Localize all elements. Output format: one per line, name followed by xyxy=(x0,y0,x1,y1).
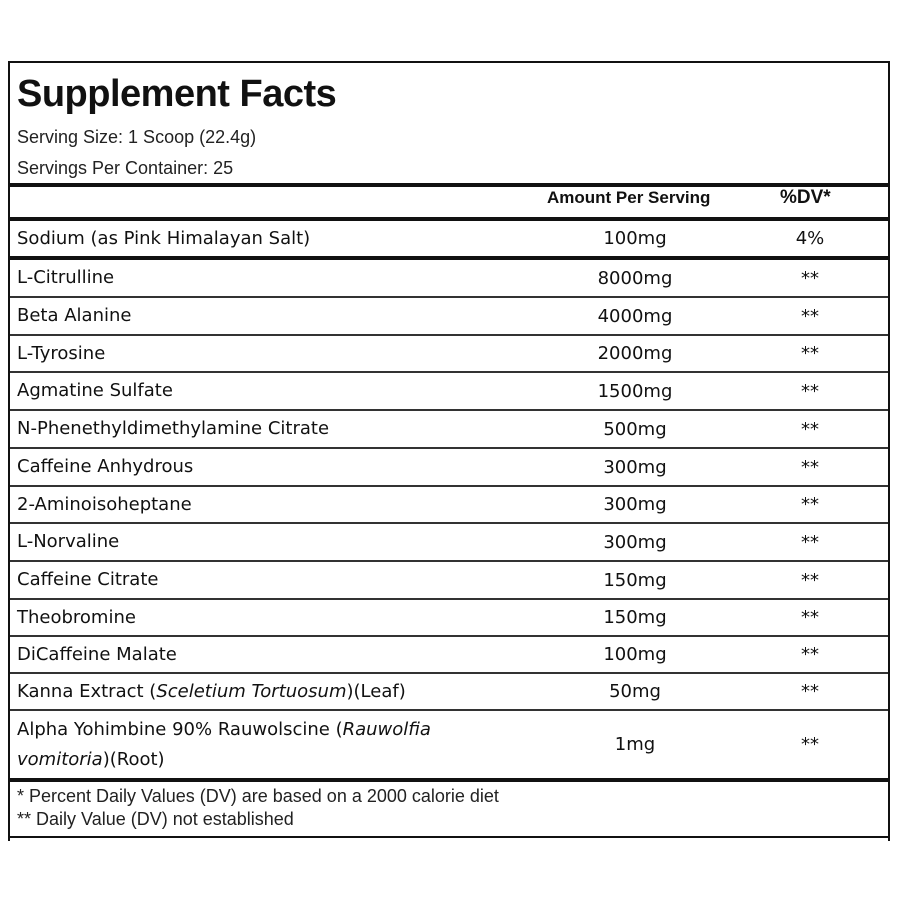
ingredient-name: DiCaffeine Malate xyxy=(17,640,497,670)
daily-value: ** xyxy=(801,305,819,327)
ingredient-name: Caffeine Anhydrous xyxy=(17,452,497,482)
table-row: L-Norvaline 300mg ** xyxy=(10,524,888,562)
ingredient-name: L-Norvaline xyxy=(17,527,497,557)
ingredient-table: Sodium (as Pink Himalayan Salt) 100mg 4% L-… xyxy=(10,221,888,778)
daily-value: ** xyxy=(801,494,819,515)
table-row: Caffeine Anhydrous 300mg ** xyxy=(10,449,888,487)
table-row: L-Tyrosine 2000mg ** xyxy=(10,336,888,373)
daily-value: ** xyxy=(801,569,819,591)
ingredient-name-part: Agmatine Sulfate xyxy=(17,380,173,401)
daily-value: ** xyxy=(801,380,819,402)
daily-value: ** xyxy=(801,734,819,755)
ingredient-name-part: Rauwolfia vomitoria xyxy=(17,718,431,770)
table-row: Caffeine Citrate 150mg ** xyxy=(10,562,888,600)
ingredient-name-part: N-Phenethyldimethylamine Citrate xyxy=(17,418,330,439)
table-row: Sodium (as Pink Himalayan Salt) 100mg 4% xyxy=(10,221,888,260)
daily-value: ** xyxy=(801,343,819,364)
daily-value: ** xyxy=(801,531,819,553)
servings-per-container: Servings Per Container: 25 xyxy=(17,158,234,178)
table-row: Kanna Extract (Sceletium Tortuosum)(Leaf… xyxy=(10,674,888,711)
divider xyxy=(10,183,888,187)
ingredient-name-part: L-Norvaline xyxy=(17,531,120,552)
amount-per-serving: 4000mg xyxy=(597,305,673,327)
serving-size: Serving Size: 1 Scoop (22.4g) xyxy=(17,127,257,147)
ingredient-name-part: Caffeine Citrate xyxy=(17,569,159,590)
ingredient-name: Theobromine xyxy=(17,603,497,633)
amount-header: Amount Per Serving xyxy=(547,188,711,207)
table-row: N-Phenethyldimethylamine Citrate 500mg ** xyxy=(10,411,888,449)
ingredient-name-part: Sceletium Tortuosum xyxy=(156,680,347,702)
ingredient-name-part: )(Leaf) xyxy=(346,680,406,702)
amount-per-serving: 300mg xyxy=(603,531,667,553)
daily-value: ** xyxy=(801,681,819,702)
amount-per-serving: 100mg xyxy=(603,644,667,665)
ingredient-name: Caffeine Citrate xyxy=(17,565,497,595)
amount-per-serving: 150mg xyxy=(603,607,667,628)
ingredient-name-part: Kanna Extract ( xyxy=(17,680,157,702)
ingredient-name-part: Caffeine Anhydrous xyxy=(17,456,194,477)
ingredient-name: Sodium (as Pink Himalayan Salt) xyxy=(17,224,497,254)
table-row: Agmatine Sulfate 1500mg ** xyxy=(10,373,888,411)
ingredient-name: Kanna Extract (Sceletium Tortuosum)(Leaf… xyxy=(17,677,497,707)
table-row: 2-Aminoisoheptane 300mg ** xyxy=(10,487,888,524)
daily-value: 4% xyxy=(795,228,825,249)
ingredient-name-part: )(Root) xyxy=(102,748,165,770)
table-row: L-Citrulline 8000mg ** xyxy=(10,260,888,298)
ingredient-name-part: Alpha Yohimbine 90% Rauwolscine ( xyxy=(17,718,343,740)
daily-value: ** xyxy=(801,456,819,478)
ingredient-name: L-Tyrosine xyxy=(17,339,497,369)
footnote-dv: * Percent Daily Values (DV) are based on… xyxy=(17,786,499,806)
divider xyxy=(10,217,888,221)
ingredient-name-part: 2-Aminoisoheptane xyxy=(17,493,192,515)
amount-per-serving: 100mg xyxy=(603,228,667,249)
supplement-facts-panel: Supplement Facts Serving Size: 1 Scoop (… xyxy=(8,61,890,841)
amount-per-serving: 300mg xyxy=(603,494,667,515)
table-row: Beta Alanine 4000mg ** xyxy=(10,298,888,336)
dv-header: %DV* xyxy=(780,187,831,208)
table-row: Alpha Yohimbine 90% Rauwolscine (Rauwolf… xyxy=(10,711,888,778)
amount-per-serving: 2000mg xyxy=(597,343,673,364)
amount-per-serving: 150mg xyxy=(603,569,667,591)
ingredient-name-part: Theobromine xyxy=(17,606,136,628)
amount-per-serving: 300mg xyxy=(603,456,667,478)
daily-value: ** xyxy=(801,644,819,665)
amount-per-serving: 50mg xyxy=(609,681,661,702)
daily-value: ** xyxy=(801,607,819,628)
ingredient-name: L-Citrulline xyxy=(17,263,497,293)
ingredient-name-part: Beta Alanine xyxy=(17,305,132,326)
ingredient-name: Beta Alanine xyxy=(17,301,497,331)
daily-value: ** xyxy=(801,418,819,440)
amount-per-serving: 500mg xyxy=(603,418,667,440)
ingredient-name: 2-Aminoisoheptane xyxy=(17,490,497,520)
ingredient-name: N-Phenethyldimethylamine Citrate xyxy=(17,414,497,444)
amount-per-serving: 1500mg xyxy=(597,380,673,402)
table-row: Theobromine 150mg ** xyxy=(10,600,888,637)
ingredient-name: Agmatine Sulfate xyxy=(17,376,497,406)
ingredient-name-part: DiCaffeine Malate xyxy=(17,643,177,665)
table-row: DiCaffeine Malate 100mg ** xyxy=(10,637,888,674)
amount-per-serving: 8000mg xyxy=(597,267,673,289)
ingredient-name: Alpha Yohimbine 90% Rauwolscine (Rauwolf… xyxy=(17,715,497,775)
ingredient-name-part: L-Tyrosine xyxy=(17,342,106,364)
ingredient-name-part: Sodium (as Pink Himalayan Salt) xyxy=(17,227,311,249)
amount-per-serving: 1mg xyxy=(614,734,656,755)
footnote-not-established: ** Daily Value (DV) not established xyxy=(17,809,294,829)
ingredient-name-part: L-Citrulline xyxy=(17,267,115,288)
page-title: Supplement Facts xyxy=(17,73,337,115)
divider xyxy=(10,778,888,782)
daily-value: ** xyxy=(801,267,819,289)
divider xyxy=(10,836,888,838)
